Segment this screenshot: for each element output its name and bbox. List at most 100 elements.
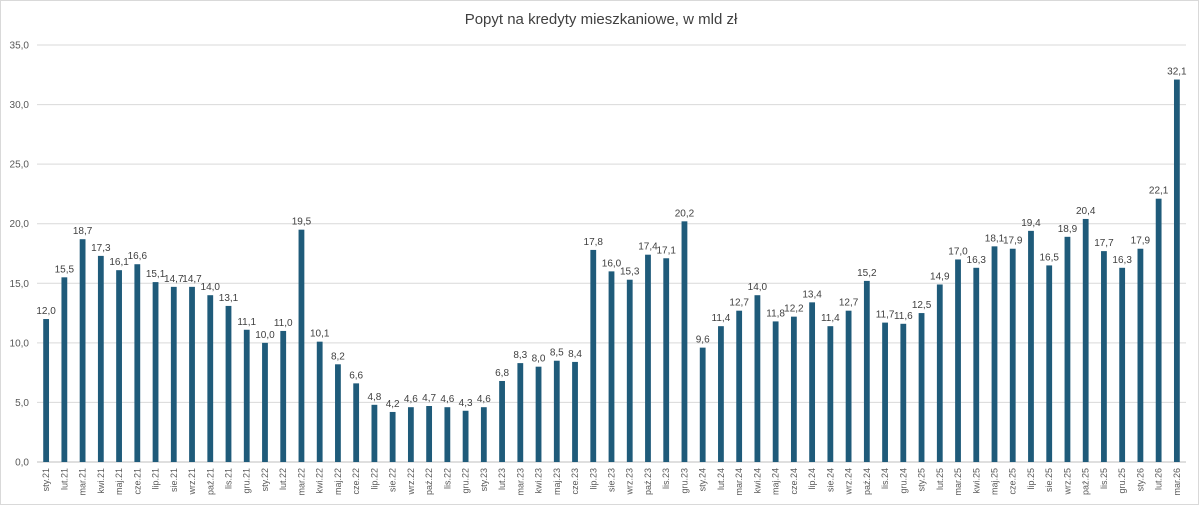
bar	[1028, 230, 1034, 462]
x-tick-label: kwi.24	[752, 468, 762, 494]
x-tick-label: maj.24	[771, 468, 781, 495]
x-tick-label: sty.23	[479, 468, 489, 491]
y-tick-label: 20,0	[10, 219, 30, 230]
data-label: 11,0	[274, 318, 293, 329]
bar	[663, 258, 670, 462]
x-tick-label: wrz.24	[844, 468, 854, 496]
bar	[790, 316, 797, 462]
x-tick-label: cze.24	[789, 468, 799, 495]
data-label: 15,2	[857, 268, 877, 279]
data-label: 14,9	[930, 271, 950, 282]
x-tick-label: wrz.22	[406, 468, 416, 496]
data-label: 8,3	[513, 350, 527, 361]
data-label: 11,8	[766, 308, 785, 319]
bar	[152, 282, 159, 462]
bar	[170, 286, 177, 462]
bar	[955, 259, 961, 462]
data-label: 16,1	[109, 257, 129, 268]
data-label: 14,7	[164, 274, 184, 285]
bar	[1009, 248, 1016, 462]
x-tick-label: lip.24	[807, 468, 817, 490]
x-tick-label: sty.22	[260, 468, 270, 491]
data-label: 19,4	[1021, 218, 1041, 229]
data-label: 15,1	[146, 269, 166, 280]
data-label: 11,1	[237, 317, 256, 328]
data-label: 18,1	[985, 233, 1005, 244]
x-tick-label: gru.23	[679, 468, 689, 494]
x-tick-label: kwi.21	[96, 468, 106, 494]
bar	[426, 406, 433, 462]
data-label: 18,9	[1058, 224, 1078, 235]
data-label: 12,2	[784, 304, 804, 315]
bar	[1155, 198, 1162, 463]
data-label: 12,7	[839, 298, 859, 309]
x-tick-label: paź.21	[205, 468, 215, 495]
y-axis: 0,0 5,0 10,0 15,0 20,0 25,0 30,0 35,0	[10, 41, 30, 469]
data-label: 4,6	[404, 394, 418, 405]
x-tick-label: lis.24	[880, 468, 890, 489]
x-tick-label: mar.22	[296, 468, 306, 496]
x-tick-label: cze.25	[1008, 468, 1018, 495]
bar	[1137, 248, 1144, 462]
x-tick-label: maj.25	[990, 468, 1000, 495]
x-tick-label: lis.22	[442, 468, 452, 489]
x-tick-label: sty.26	[1135, 468, 1145, 491]
x-tick-label: kwi.23	[534, 468, 544, 494]
x-tick-label: cze.21	[132, 468, 142, 495]
x-tick-label: sty.24	[698, 468, 708, 491]
data-label: 11,6	[894, 311, 913, 322]
bar	[754, 295, 761, 462]
data-label: 19,5	[292, 217, 312, 228]
x-tick-label: lut.21	[59, 468, 69, 490]
bars	[43, 79, 1180, 463]
data-label: 6,6	[349, 370, 363, 381]
bar	[1173, 79, 1180, 463]
data-label: 17,0	[948, 246, 968, 257]
y-tick-label: 15,0	[10, 279, 30, 290]
bar	[918, 313, 925, 462]
bar	[991, 246, 998, 462]
data-label: 4,3	[459, 398, 473, 409]
data-label: 20,4	[1076, 206, 1096, 217]
bar	[608, 271, 615, 462]
data-label: 11,7	[876, 310, 895, 321]
data-label: 10,1	[310, 329, 330, 340]
x-tick-label: sie.24	[825, 468, 835, 492]
data-label: 17,7	[1094, 238, 1114, 249]
bar	[517, 363, 524, 462]
bar	[900, 323, 907, 462]
x-tick-label: cze.23	[570, 468, 580, 495]
data-label: 4,2	[386, 399, 400, 410]
data-label: 4,6	[440, 394, 454, 405]
bar	[736, 310, 743, 462]
x-tick-label: mar.21	[78, 468, 88, 496]
y-tick-label: 30,0	[10, 100, 30, 111]
x-tick-label: maj.22	[333, 468, 343, 495]
x-tick-label: lip.22	[369, 468, 379, 490]
bar	[480, 407, 487, 462]
data-label: 22,1	[1149, 186, 1169, 197]
bar	[645, 254, 651, 462]
x-tick-label: wrz.21	[187, 468, 197, 496]
bar	[1082, 218, 1089, 462]
data-label: 16,6	[128, 251, 148, 262]
x-tick-label: sie.22	[388, 468, 398, 492]
data-label: 17,9	[1003, 236, 1023, 247]
x-tick-label: gru.22	[461, 468, 471, 494]
x-tick-label: lut.24	[716, 468, 726, 490]
x-tick-label: lut.26	[1154, 468, 1164, 490]
data-label: 16,0	[602, 258, 622, 269]
x-tick-label: mar.23	[515, 468, 525, 496]
data-label: 13,4	[802, 289, 822, 300]
x-tick-label: mar.24	[734, 468, 744, 496]
data-label: 8,4	[568, 349, 582, 360]
data-label: 11,4	[712, 313, 731, 324]
bar	[1119, 267, 1126, 462]
bar	[280, 330, 287, 462]
bar	[225, 305, 232, 462]
data-label: 17,9	[1131, 236, 1151, 247]
bar	[189, 286, 195, 462]
bar	[718, 326, 724, 462]
data-label: 16,3	[1112, 255, 1132, 266]
